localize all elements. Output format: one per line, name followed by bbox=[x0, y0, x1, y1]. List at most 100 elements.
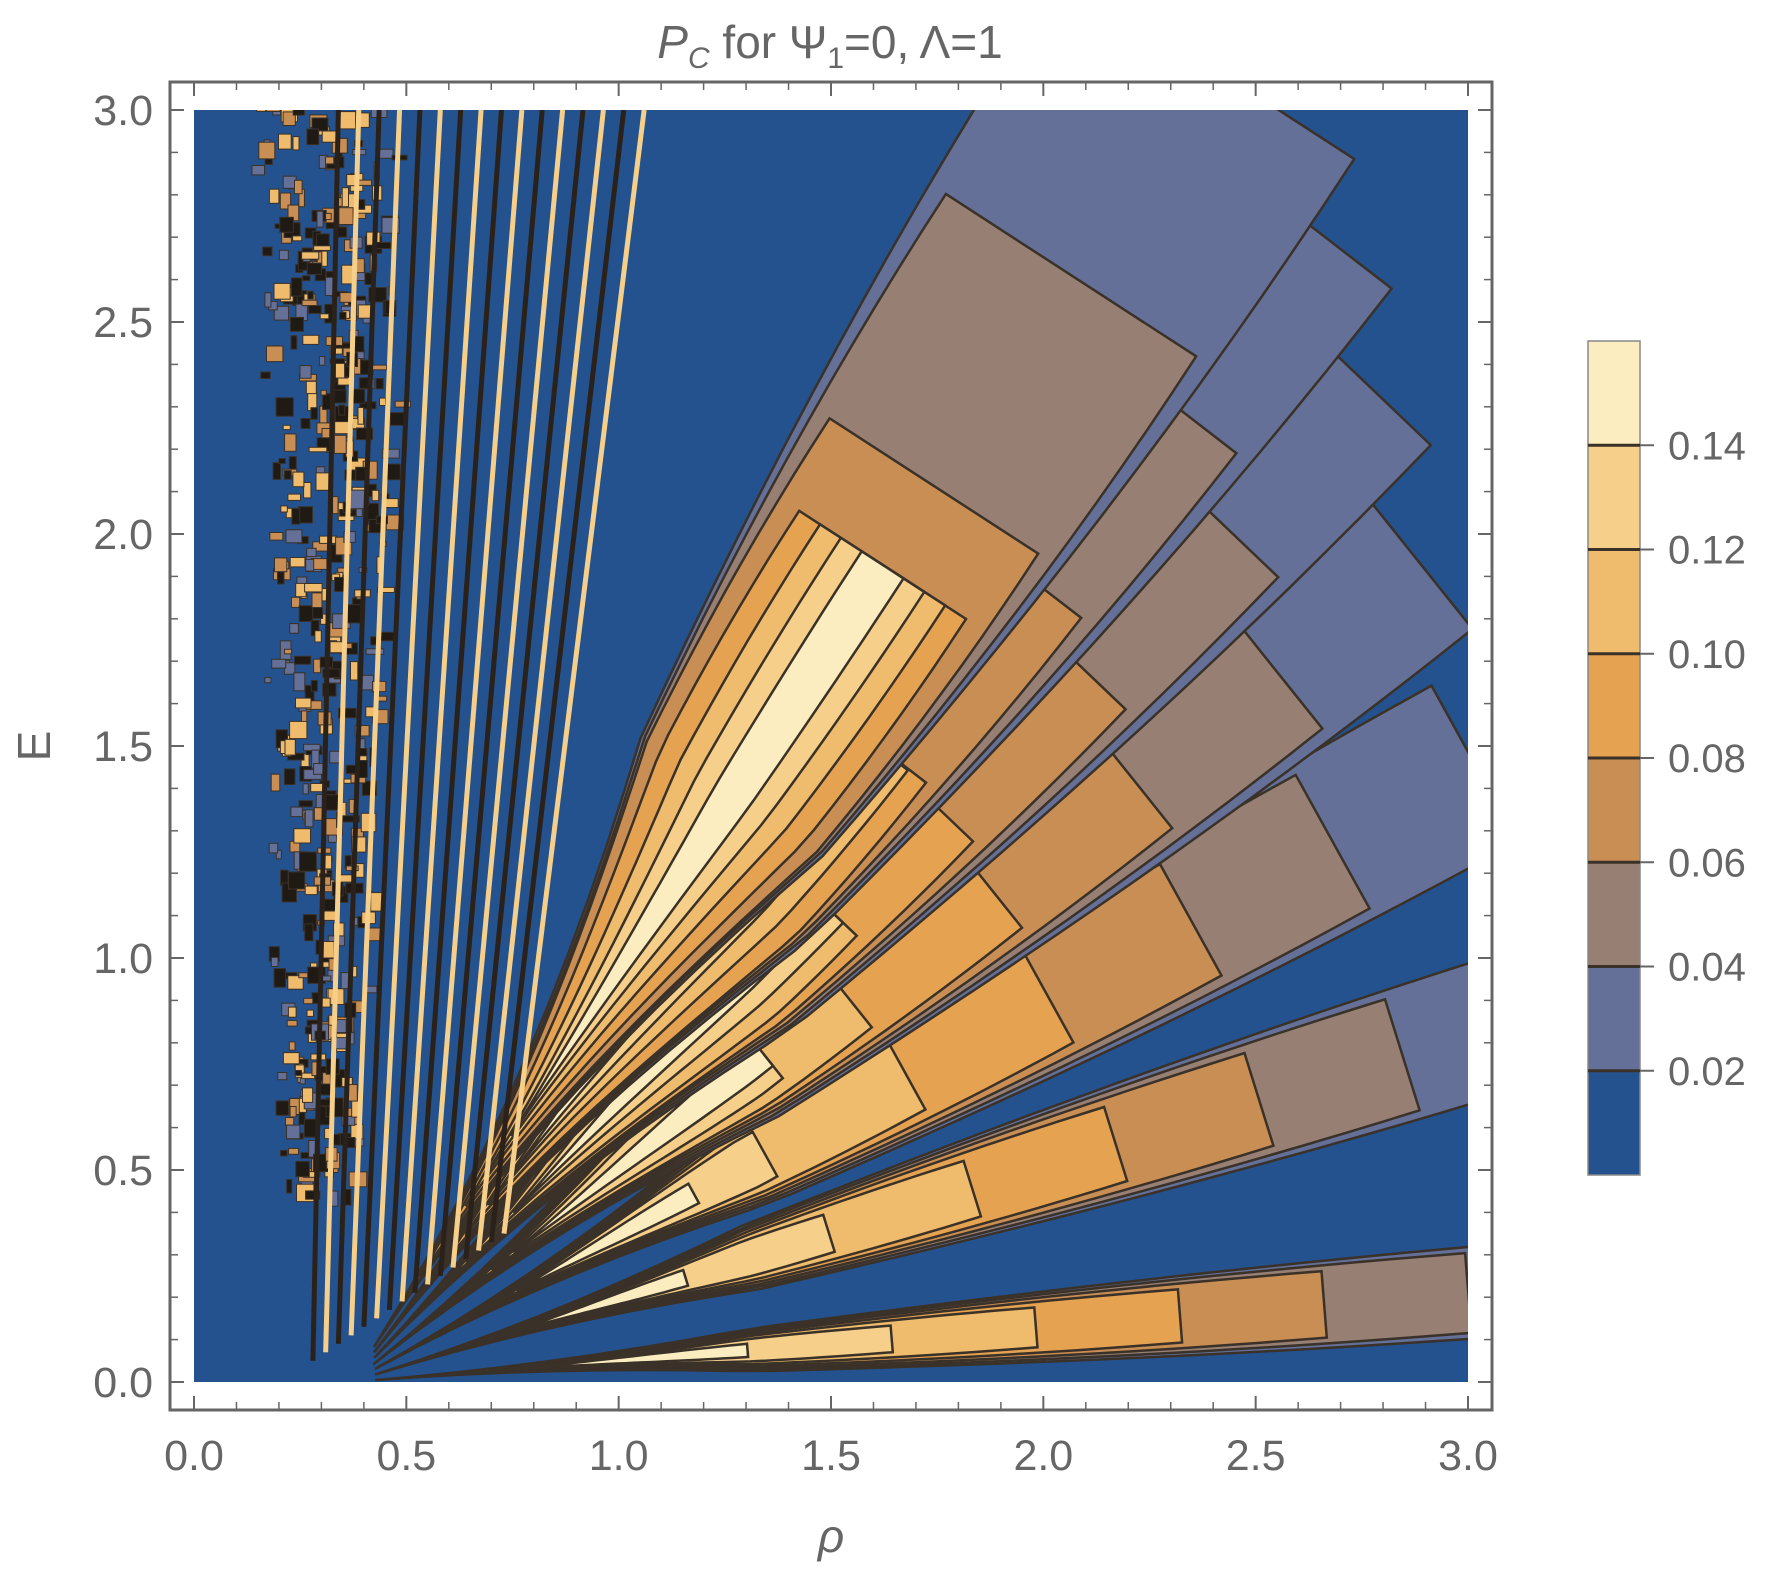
noise-cell bbox=[302, 1087, 314, 1103]
noise-cell bbox=[288, 1147, 300, 1155]
noise-cell bbox=[284, 738, 296, 756]
y-tick-label: 1.5 bbox=[93, 723, 153, 771]
noise-cell bbox=[313, 245, 331, 251]
noise-cell bbox=[323, 909, 336, 921]
noise-cell bbox=[293, 828, 311, 844]
colorbar-band bbox=[1588, 653, 1640, 758]
noise-cell bbox=[260, 371, 271, 379]
noise-cell bbox=[285, 529, 303, 544]
noise-cell bbox=[256, 110, 267, 112]
contour-band bbox=[516, 1181, 701, 1293]
noise-cell bbox=[390, 412, 405, 426]
dense-contour-line bbox=[335, 110, 382, 1344]
noise-cell bbox=[283, 768, 296, 786]
contour-band bbox=[495, 1324, 895, 1372]
noise-cell bbox=[292, 110, 305, 116]
noise-cell bbox=[316, 210, 324, 228]
x-tick-label: 3.0 bbox=[1438, 1432, 1498, 1480]
noise-cell bbox=[279, 192, 292, 210]
noise-cell bbox=[298, 800, 313, 808]
noise-cell bbox=[306, 547, 317, 558]
y-tick-label: 2.0 bbox=[93, 511, 153, 559]
noise-cell bbox=[287, 493, 301, 501]
noise-cell bbox=[294, 655, 312, 665]
noise-cell bbox=[310, 680, 318, 692]
y-tick-label: 1.0 bbox=[93, 935, 153, 983]
noise-cell bbox=[275, 1100, 290, 1116]
colorbar: 0.02 0.04 0.06 0.08 0.10 0.12 0.14 bbox=[1587, 340, 1746, 1176]
noise-cell bbox=[286, 1020, 298, 1027]
noise-cell bbox=[308, 305, 322, 314]
noise-cell bbox=[338, 404, 346, 416]
noise-cell bbox=[325, 212, 332, 221]
noise-cell bbox=[320, 389, 327, 396]
noise-cell bbox=[287, 1006, 297, 1018]
noise-cell bbox=[269, 532, 284, 541]
noise-cell bbox=[280, 1149, 288, 1157]
noise-cell bbox=[268, 188, 280, 204]
colorbar-band bbox=[1588, 862, 1640, 967]
y-tick-label: 3.0 bbox=[93, 87, 153, 135]
noise-cell bbox=[351, 388, 366, 404]
noise-cell bbox=[293, 672, 306, 692]
dense-contour-line bbox=[501, 110, 647, 1234]
noise-cell bbox=[272, 96, 281, 100]
noise-cell bbox=[295, 1160, 310, 1178]
noise-cell bbox=[318, 356, 326, 366]
noise-cell bbox=[284, 433, 297, 452]
x-axis-ticks: 0.0 0.5 1.0 1.5 2.0 2.5 3.0 bbox=[164, 82, 1498, 1480]
noise-cell bbox=[356, 427, 373, 441]
noise-cell bbox=[286, 1124, 301, 1140]
noise-cell bbox=[357, 407, 365, 425]
noise-cell bbox=[361, 674, 374, 691]
contour-lobe bbox=[374, 962, 1468, 1376]
dense-contour-line bbox=[463, 110, 586, 1260]
y-tick-label: 0.0 bbox=[93, 1359, 153, 1407]
dense-contour-line bbox=[374, 110, 443, 1319]
noise-cell bbox=[314, 630, 322, 643]
noise-cell bbox=[294, 179, 303, 195]
x-tick-label: 1.5 bbox=[801, 1432, 861, 1480]
colorbar-label: 0.14 bbox=[1668, 424, 1746, 468]
noise-cell bbox=[337, 111, 357, 130]
noise-cell bbox=[332, 496, 339, 515]
noise-cell bbox=[308, 446, 328, 453]
noise-cell bbox=[290, 335, 298, 350]
colorbar-label: 0.10 bbox=[1668, 633, 1746, 677]
colorbar-label: 0.02 bbox=[1668, 1050, 1746, 1094]
colorbar-label: 0.08 bbox=[1668, 737, 1746, 781]
noise-cell bbox=[377, 586, 395, 594]
noise-cell bbox=[291, 596, 301, 608]
noise-cell bbox=[265, 110, 281, 113]
contour-band bbox=[519, 1342, 750, 1370]
noise-cell bbox=[304, 885, 318, 896]
noise-cell bbox=[355, 466, 366, 481]
noise-cell bbox=[289, 720, 308, 740]
noise-cell bbox=[306, 262, 323, 275]
noise-cell bbox=[299, 365, 312, 379]
noise-cell bbox=[274, 557, 288, 573]
noise-cell bbox=[301, 251, 320, 260]
contour-band bbox=[517, 1268, 690, 1332]
colorbar-band bbox=[1588, 341, 1640, 446]
x-tick-label: 0.5 bbox=[376, 1432, 436, 1480]
noise-cell bbox=[301, 299, 318, 307]
noise-cell bbox=[292, 136, 300, 151]
noise-cell bbox=[307, 290, 314, 300]
noise-cell bbox=[298, 605, 314, 623]
noise-cell bbox=[282, 424, 291, 431]
noise-cell bbox=[264, 677, 272, 684]
noise-cell bbox=[272, 462, 282, 480]
noise-cell bbox=[311, 592, 323, 609]
dense-contour-line bbox=[488, 110, 627, 1243]
noise-cell bbox=[276, 93, 288, 97]
dense-contour-line bbox=[310, 110, 341, 1361]
noise-cell bbox=[299, 851, 317, 872]
noise-cell bbox=[302, 334, 320, 345]
noise-cell bbox=[290, 806, 303, 818]
dense-contour-line bbox=[399, 110, 484, 1302]
noise-cell bbox=[290, 277, 303, 297]
noise-cell bbox=[268, 842, 279, 854]
noise-cell bbox=[333, 434, 347, 454]
